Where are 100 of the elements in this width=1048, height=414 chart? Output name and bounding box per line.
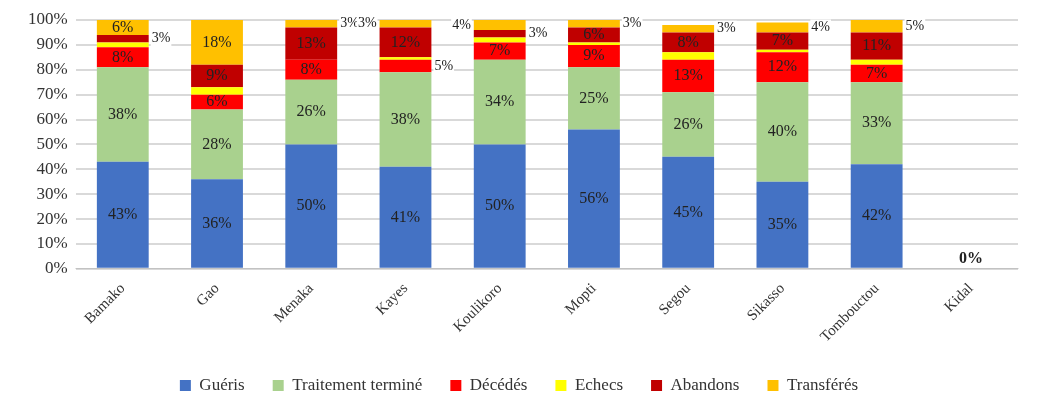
data-label: 8% <box>112 47 134 65</box>
y-tick-label: 100% <box>27 9 68 29</box>
y-tick-label: 80% <box>36 59 68 79</box>
data-label: 8% <box>300 59 322 77</box>
data-label: 12% <box>390 32 421 50</box>
data-label: 3% <box>717 20 737 36</box>
y-tick-label: 90% <box>36 34 68 54</box>
legend-label: Echecs <box>574 374 624 394</box>
bar <box>285 27 338 60</box>
data-label: 9% <box>583 46 605 64</box>
bar <box>756 22 809 33</box>
data-label: 5% <box>434 57 454 73</box>
data-label: 3% <box>622 15 642 31</box>
data-label: 18% <box>202 32 232 50</box>
bar <box>379 72 432 167</box>
bar <box>96 67 149 162</box>
data-label: 33% <box>861 113 892 131</box>
data-label: 38% <box>108 104 138 122</box>
data-label: 6% <box>112 17 134 35</box>
data-label: 5% <box>905 17 925 33</box>
data-label: 43% <box>108 205 138 223</box>
data-label: 35% <box>767 214 798 232</box>
bar <box>96 34 149 43</box>
data-label: 40% <box>767 122 798 140</box>
data-label: 3% <box>151 30 171 46</box>
data-label: 0% <box>958 248 983 266</box>
y-tick-label: 20% <box>36 208 68 228</box>
data-label: 50% <box>296 196 326 214</box>
bar <box>285 20 338 28</box>
data-label: 3% <box>528 25 548 41</box>
bar <box>662 92 715 157</box>
bar <box>662 156 715 268</box>
bar <box>756 82 809 182</box>
bar <box>379 57 432 60</box>
bar <box>285 144 338 268</box>
bar <box>473 59 526 145</box>
y-tick-label: 0% <box>44 258 68 278</box>
data-label: 38% <box>390 109 421 127</box>
legend-label: Transférés <box>786 374 859 394</box>
bar <box>850 32 903 60</box>
bar <box>379 166 432 268</box>
data-label: 6% <box>583 25 605 43</box>
legend-label: Abandons <box>670 374 740 394</box>
bar <box>568 67 620 130</box>
data-label: 25% <box>579 88 609 106</box>
data-label: 13% <box>296 33 326 51</box>
legend-label: Traitement terminé <box>292 374 423 394</box>
data-label: 42% <box>861 206 892 224</box>
bar <box>568 42 620 45</box>
data-label: 28% <box>202 134 232 152</box>
data-label: 13% <box>673 66 703 84</box>
bar <box>191 20 243 65</box>
bar <box>850 20 903 33</box>
bar <box>473 20 526 30</box>
data-label: 8% <box>677 32 699 50</box>
x-tick-label: Gao <box>192 279 222 309</box>
y-tick-label: 60% <box>36 108 68 128</box>
data-label: 50% <box>485 196 515 214</box>
data-label: 26% <box>673 114 703 132</box>
y-tick-label: 40% <box>36 158 68 178</box>
data-label: 41% <box>390 207 421 225</box>
data-label: 12% <box>767 57 798 75</box>
bar <box>756 181 809 268</box>
y-tick-label: 30% <box>36 183 68 203</box>
bar <box>285 79 338 145</box>
bar <box>473 37 526 43</box>
bar <box>96 161 149 268</box>
data-label: 7% <box>865 63 888 81</box>
data-label: 4% <box>811 19 831 35</box>
data-label: 3% <box>357 15 377 31</box>
legend-label: Décédés <box>469 374 528 394</box>
y-tick-label: 70% <box>36 84 68 104</box>
data-label: 7% <box>771 31 794 49</box>
y-tick-label: 50% <box>36 133 68 153</box>
bar <box>191 87 243 95</box>
data-label: 7% <box>489 41 511 59</box>
data-label: 4% <box>452 16 472 32</box>
data-label: 34% <box>485 92 515 110</box>
bar <box>379 20 432 28</box>
bar <box>850 164 903 268</box>
bar <box>662 24 715 33</box>
data-label: 56% <box>579 188 609 206</box>
data-label: 36% <box>202 213 232 231</box>
bar <box>662 52 715 60</box>
bar <box>96 42 149 48</box>
bar <box>568 129 620 268</box>
legend-label: Guéris <box>199 374 245 394</box>
bar <box>473 144 526 268</box>
data-label: 6% <box>206 92 228 110</box>
bar <box>850 59 903 65</box>
bar <box>379 59 432 73</box>
bar <box>850 82 903 165</box>
y-tick-label: 10% <box>36 233 68 253</box>
data-label: 11% <box>862 36 892 54</box>
bar <box>191 179 243 268</box>
data-label: 45% <box>673 202 703 220</box>
bar <box>568 20 620 28</box>
bar <box>473 42 526 60</box>
bar <box>473 29 526 38</box>
data-label: 9% <box>206 66 228 84</box>
